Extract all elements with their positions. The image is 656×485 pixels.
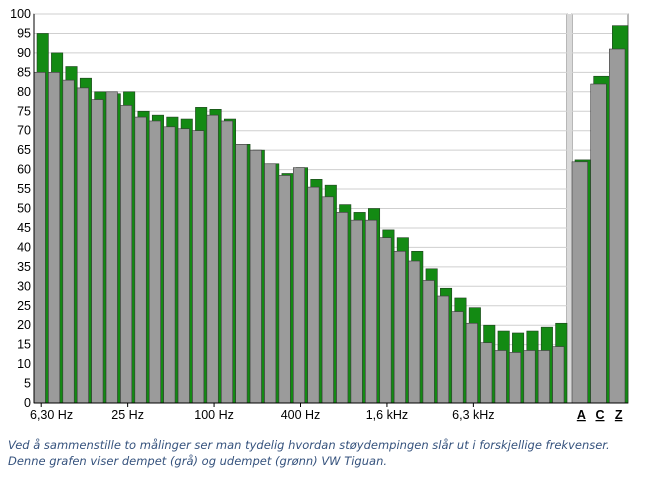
y-tick-label: 70 [17,124,31,138]
y-tick-label: 15 [17,338,31,352]
x-tick-label: 6,3 kHz [452,408,494,422]
x-tick-label: 25 Hz [111,408,144,422]
bar-dampened [120,105,133,404]
bar-dampened [177,128,190,404]
bar-weighted-dampened [609,48,626,404]
weighting-label: Z [615,408,623,422]
bar-dampened [523,350,536,404]
y-tick-label: 0 [24,396,31,410]
chart-canvas: 0 5 10 15 20 25 30 35 40 45 50 55 60 65 70 75 80 85 90 95 10… [10,7,629,422]
bar-dampened [235,144,248,404]
bar-dampened [264,163,277,404]
x-tick-label: 6,30 Hz [30,408,73,422]
y-tick-label: 80 [17,85,31,99]
bar-weighted-dampened [590,83,607,404]
y-tick-label: 20 [17,318,31,332]
y-tick-label: 45 [17,221,31,235]
bar-dampened [148,120,161,404]
bar-dampened [494,350,507,404]
figure-caption: Ved å sammenstille to målinger ser man t… [8,438,610,468]
bar-dampened [422,280,435,404]
bar-dampened [278,175,291,404]
bar-dampened [206,114,219,404]
y-tick-label: 100 [10,7,31,21]
bar-dampened [408,260,421,404]
bar-dampened [48,72,61,404]
y-tick-label: 40 [17,240,31,254]
bar-dampened [192,130,205,404]
panel-separator [567,14,572,403]
bar-dampened [336,212,349,404]
bar-dampened [292,167,306,404]
bar-dampened [451,311,464,404]
y-tick-label: 5 [24,377,31,391]
bar-dampened [365,219,378,404]
bar-dampened [437,295,450,404]
bar-dampened [62,79,75,404]
y-tick-label: 85 [17,65,31,79]
bar-dampened [465,322,478,404]
y-tick-label: 55 [17,182,31,196]
bar-dampened [163,126,176,404]
bar-dampened [509,352,522,404]
bar-dampened [91,99,104,404]
bar-dampened [537,350,550,404]
bar-dampened [393,250,406,404]
spectrum-chart: 0 5 10 15 20 25 30 35 40 45 50 55 60 65 70 75 80 85 90 95 10… [10,7,629,422]
y-tick-label: 65 [17,143,31,157]
bar-dampened [350,219,363,404]
x-tick-label: 400 Hz [281,408,321,422]
bar-dampened [105,91,118,404]
bar-dampened [220,120,233,404]
bar-dampened [552,346,565,404]
y-tick-label: 10 [17,357,31,371]
bar-dampened [307,186,320,404]
y-tick-label: 25 [17,299,31,313]
bar-dampened [33,72,46,404]
y-tick-label: 90 [17,46,31,60]
bar-dampened [249,149,262,404]
weighting-label: A [577,408,586,422]
y-tick-label: 50 [17,202,31,216]
weighting-label: C [595,408,604,422]
y-tick-label: 35 [17,260,31,274]
bar-dampened [321,196,334,404]
y-tick-label: 95 [17,26,31,40]
bar-dampened [134,116,147,404]
x-tick-label: 100 Hz [194,408,234,422]
y-tick-label: 30 [17,279,31,293]
bar-dampened [379,237,392,404]
bar-dampened [480,342,493,404]
x-tick-label: 1,6 kHz [366,408,408,422]
y-tick-label: 60 [17,163,31,177]
y-tick-label: 75 [17,104,31,118]
bar-dampened [76,87,89,404]
bar-weighted-dampened [571,161,588,404]
